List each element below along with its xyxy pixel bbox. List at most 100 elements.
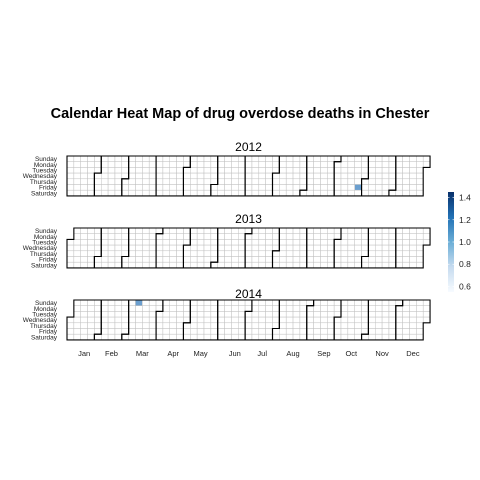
day-cell: [107, 311, 116, 318]
day-cell: [320, 299, 328, 306]
day-cell: [121, 155, 129, 162]
day-label-monday: Monday: [34, 306, 58, 313]
day-cell: [155, 250, 164, 257]
day-cell: [203, 299, 212, 306]
day-cell: [176, 328, 184, 335]
day-cell: [107, 328, 116, 335]
day-cell: [279, 227, 287, 234]
day-cell: [422, 316, 431, 324]
day-cell: [101, 261, 109, 269]
day-cell: [381, 333, 390, 341]
day-cell: [244, 227, 253, 234]
day-cell: [347, 227, 355, 234]
day-cell: [279, 155, 287, 162]
day-cell: [210, 311, 218, 318]
day-cell: [320, 239, 328, 246]
day-cell: [224, 161, 232, 168]
day-cell: [375, 244, 383, 252]
day-cell: [292, 172, 301, 180]
day-cell: [251, 256, 260, 263]
day-cell: [306, 155, 314, 162]
day-cell: [292, 311, 301, 318]
day-cell: [320, 172, 328, 180]
day-cell: [395, 184, 403, 191]
day-cell: [190, 161, 198, 168]
day-cell: [320, 227, 328, 234]
day-cell: [203, 333, 212, 341]
year-panel-2014: 2014 SundayMondayTuesdayWednesdayThursday…: [23, 287, 431, 341]
day-cell: [272, 178, 280, 185]
day-cell: [87, 261, 95, 269]
day-cell: [148, 333, 157, 341]
day-cell: [251, 233, 260, 240]
day-cell: [381, 256, 390, 263]
day-cell: [327, 299, 335, 306]
day-cell: [299, 250, 307, 257]
day-cell: [176, 322, 184, 329]
day-cell: [354, 316, 362, 324]
day-cell: [224, 233, 232, 240]
day-cell: [388, 305, 397, 312]
day-cell: [238, 256, 246, 263]
day-cell: [381, 233, 390, 240]
day-cell: [327, 178, 335, 185]
day-cell: [196, 161, 205, 168]
day-cell: [142, 155, 150, 162]
day-cell: [114, 305, 123, 312]
day-cell: [340, 311, 349, 318]
day-cell: [128, 256, 136, 263]
day-cell: [107, 189, 116, 197]
day-cell: [333, 299, 342, 306]
day-cell: [340, 161, 349, 168]
day-cell: [66, 172, 75, 180]
day-cell: [176, 233, 184, 240]
day-cell: [368, 305, 376, 312]
month-label-jan: Jan: [78, 349, 90, 358]
day-cell: [265, 172, 273, 180]
day-cell: [361, 189, 369, 197]
day-cell: [299, 311, 307, 318]
day-cell: [114, 322, 123, 329]
month-label-jun: Jun: [229, 349, 241, 358]
day-cell: [272, 333, 280, 341]
day-cell: [409, 155, 417, 162]
day-cell: [272, 311, 280, 318]
day-cell: [155, 167, 164, 174]
day-cell: [251, 299, 260, 306]
day-cell: [361, 161, 369, 168]
day-label-wednesday: Wednesday: [23, 173, 58, 180]
day-cell: [272, 161, 280, 168]
day-cell: [183, 322, 191, 329]
legend-tick-label: 0.8: [459, 259, 471, 269]
day-cell: [135, 250, 143, 257]
day-cell: [272, 167, 280, 174]
day-cell: [210, 172, 218, 180]
day-cell: [224, 322, 232, 329]
day-cell: [422, 155, 431, 162]
day-cell: [272, 155, 280, 162]
day-cell: [395, 167, 403, 174]
day-cell: [306, 167, 314, 174]
day-cell: [238, 161, 246, 168]
day-cell: [148, 161, 157, 168]
day-cell: [176, 239, 184, 246]
day-cell: [258, 316, 266, 324]
day-cell: [333, 328, 342, 335]
day-cell: [238, 227, 246, 234]
day-cell: [80, 333, 88, 341]
day-cell: [244, 250, 253, 257]
day-cell: [101, 155, 109, 162]
day-cell: [203, 328, 212, 335]
day-cell: [73, 239, 81, 246]
day-cell: [114, 233, 123, 240]
day-cell: [402, 311, 410, 318]
day-cell: [183, 161, 191, 168]
day-cell: [327, 155, 335, 162]
day-cell: [142, 167, 150, 174]
day-cell: [347, 261, 355, 269]
day-cell: [292, 184, 301, 191]
year-panel-title: 2013: [235, 212, 262, 226]
day-cell: [327, 172, 335, 180]
day-cell: [142, 227, 150, 234]
day-cell: [354, 161, 362, 168]
